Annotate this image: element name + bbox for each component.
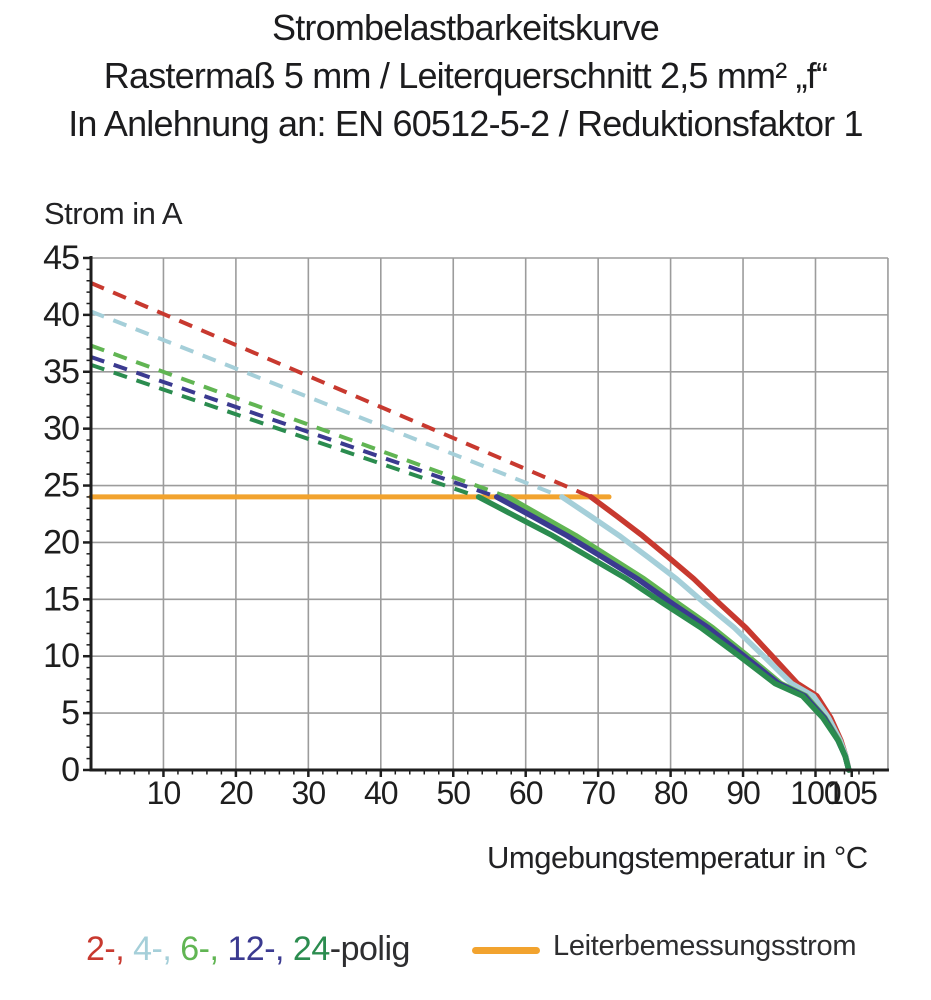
legend-pole-token: 12-, bbox=[218, 930, 284, 968]
y-tick-label: 35 bbox=[43, 353, 79, 391]
legend-pole-token: 6-, bbox=[171, 930, 219, 968]
chart-subtitle-2: In Anlehnung an: EN 60512-5-2 / Reduktio… bbox=[68, 103, 863, 144]
y-tick-label: 10 bbox=[43, 637, 79, 675]
y-tick-label: 45 bbox=[43, 239, 79, 277]
x-tick-label: 90 bbox=[726, 775, 760, 811]
chart-title: Strombelastbarkeitskurve bbox=[272, 7, 660, 48]
x-tick-label: 20 bbox=[219, 775, 253, 811]
title-block: Strombelastbarkeitskurve Rastermaß 5 mm … bbox=[0, 4, 931, 148]
x-tick-label: 100 bbox=[790, 775, 841, 811]
legend-pole-token: 2-, bbox=[86, 930, 125, 968]
x-tick-label: 10 bbox=[147, 775, 181, 811]
legend-pole-counts: 2-, 4-, 6-, 12-, 24-polig bbox=[86, 930, 410, 969]
x-tick-label: 30 bbox=[292, 775, 326, 811]
x-tick-label: 40 bbox=[364, 775, 398, 811]
y-axis-title: Strom in A bbox=[44, 196, 183, 231]
rated-current-line-swatch bbox=[472, 947, 540, 954]
series-4-polig-dashed bbox=[90, 309, 563, 499]
y-tick-label: 40 bbox=[43, 296, 79, 334]
x-tick-label: 70 bbox=[581, 775, 615, 811]
x-tick-label: 105 bbox=[827, 775, 878, 811]
x-tick-label: 80 bbox=[654, 775, 688, 811]
x-axis-title: Umgebungstemperatur in °C bbox=[487, 840, 868, 875]
chart-subtitle: Rastermaß 5 mm / Leiterquerschnitt 2,5 m… bbox=[103, 55, 828, 96]
y-tick-label: 15 bbox=[43, 580, 79, 618]
series-12-polig-dashed bbox=[90, 355, 498, 499]
x-tick-label: 60 bbox=[509, 775, 543, 811]
y-tick-label: 30 bbox=[43, 410, 79, 448]
x-tick-label: 50 bbox=[436, 775, 470, 811]
series-24-polig-solid bbox=[475, 494, 852, 773]
y-tick-label: 25 bbox=[43, 467, 79, 505]
series-12-polig-solid bbox=[493, 494, 852, 773]
legend-pole-token: 24 bbox=[283, 930, 330, 968]
rated-current-label: Leiterbemessungsstrom bbox=[553, 930, 857, 962]
legend-rated-current: Leiterbemessungsstrom bbox=[472, 928, 931, 972]
series-24-polig-dashed bbox=[90, 363, 480, 499]
series-6-polig-dashed bbox=[90, 343, 509, 499]
series-2-polig-dashed bbox=[90, 281, 592, 499]
legend-pole-token: -polig bbox=[329, 930, 411, 968]
y-tick-label: 20 bbox=[43, 523, 79, 561]
legend-pole-token: 4-, bbox=[124, 930, 172, 968]
y-tick-label: 0 bbox=[61, 751, 79, 789]
y-tick-label: 5 bbox=[61, 694, 79, 732]
